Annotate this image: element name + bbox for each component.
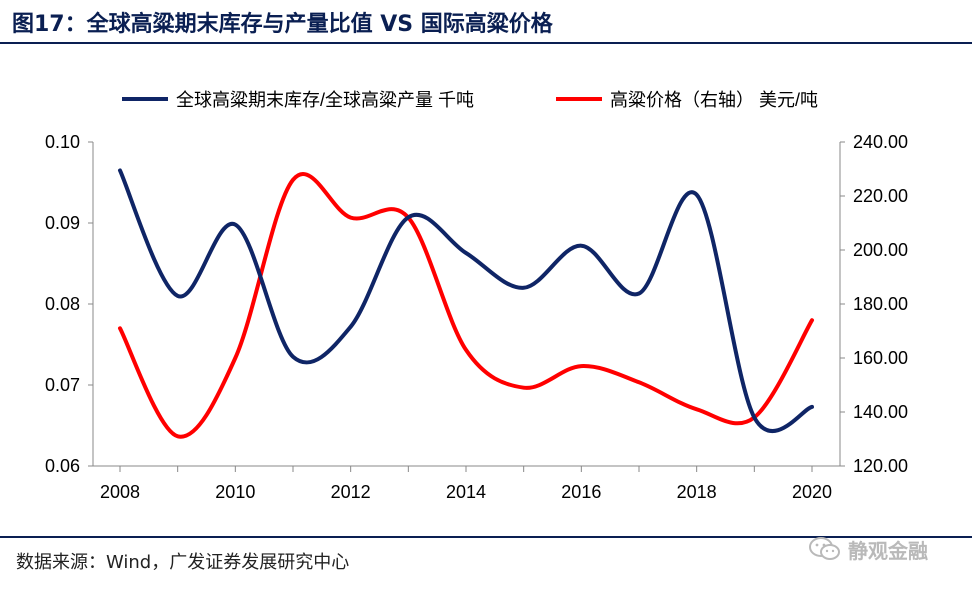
source-note: 数据来源：Wind，广发证券发展研究中心 — [16, 552, 350, 573]
right-tick-label: 200.00 — [853, 240, 908, 260]
x-tick-label: 2018 — [677, 482, 717, 502]
legend: 全球高粱期末库存/全球高粱产量 千吨 高粱价格（右轴） 美元/吨 — [122, 90, 818, 110]
title-bar: 图17：全球高粱期末库存与产量比值 VS 国际高粱价格 — [0, 0, 972, 44]
x-tick-label: 2008 — [100, 482, 140, 502]
axes: 0.06 0.07 0.08 0.09 0.10 120.00 140.00 160.00 18… — [45, 132, 908, 502]
left-tick-label: 0.10 — [45, 132, 80, 152]
legend-label-price: 高粱价格（右轴） 美元/吨 — [610, 90, 818, 110]
left-tick-label: 0.06 — [45, 456, 80, 476]
left-tick-label: 0.08 — [45, 294, 80, 314]
series-layer — [118, 168, 814, 439]
right-tick-label: 140.00 — [853, 402, 908, 422]
right-tick-label: 180.00 — [853, 294, 908, 314]
x-tick-label: 2012 — [331, 482, 371, 502]
x-tick-label: 2020 — [792, 482, 832, 502]
series-line-price — [118, 172, 814, 439]
right-tick-label: 120.00 — [853, 456, 908, 476]
right-tick-label: 160.00 — [853, 348, 908, 368]
footer-rule — [0, 536, 972, 538]
right-tick-label: 240.00 — [853, 132, 908, 152]
figure-title: 图17：全球高粱期末库存与产量比值 VS 国际高粱价格 — [12, 12, 553, 37]
legend-label-stock-ratio: 全球高粱期末库存/全球高粱产量 千吨 — [176, 90, 474, 110]
x-tick-label: 2010 — [215, 482, 255, 502]
line-chart: 全球高粱期末库存/全球高粱产量 千吨 高粱价格（右轴） 美元/吨 0.06 0.07… — [45, 90, 908, 502]
left-tick-label: 0.09 — [45, 213, 80, 233]
watermark: 静观金融 — [808, 532, 968, 566]
wechat-icon — [809, 537, 840, 560]
watermark-text: 静观金融 — [848, 538, 928, 563]
right-tick-label: 220.00 — [853, 186, 908, 206]
left-tick-label: 0.07 — [45, 375, 80, 395]
x-tick-label: 2014 — [446, 482, 486, 502]
series-line-stock-ratio — [118, 168, 814, 434]
x-tick-label: 2016 — [561, 482, 601, 502]
